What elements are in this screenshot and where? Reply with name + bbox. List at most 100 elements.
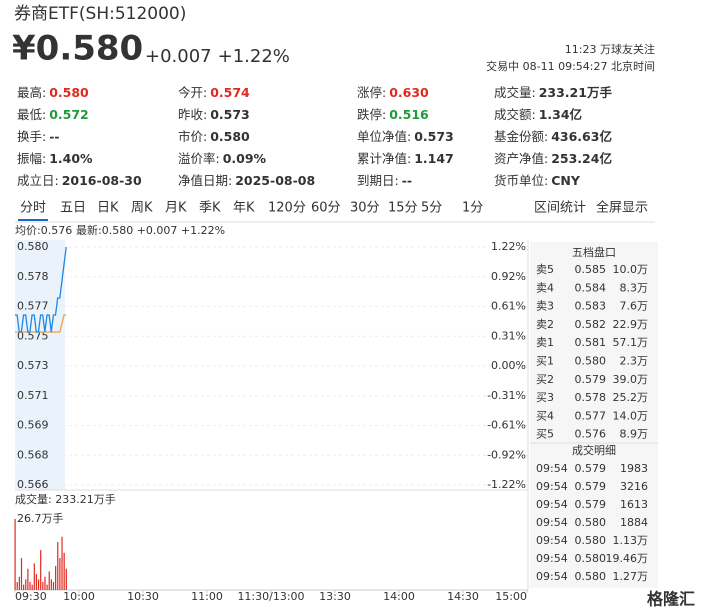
- price: ¥0.580: [12, 29, 143, 69]
- trade-volume: 1884: [620, 516, 648, 529]
- ob-price: 0.579: [575, 373, 607, 386]
- stat-label: 跌停:: [357, 107, 386, 122]
- ob-level: 卖1: [536, 336, 554, 349]
- stat-label: 单位净值:: [357, 129, 411, 144]
- trade-volume: 1.13万: [613, 534, 649, 547]
- trade-price: 0.580: [575, 516, 607, 529]
- stat-value: --: [402, 173, 412, 188]
- ob-price: 0.580: [575, 355, 607, 368]
- tab[interactable]: 周K: [131, 201, 153, 216]
- ob-volume: 25.2万: [613, 391, 649, 404]
- stat-value: CNY: [551, 173, 581, 188]
- y2-tick-label: 1.22%: [491, 240, 526, 253]
- volume-bar: [65, 568, 67, 590]
- change-value: +0.007: [145, 46, 212, 67]
- trade-time: 09:54: [536, 516, 568, 529]
- y2-tick-label: -1.22%: [487, 478, 526, 491]
- tab[interactable]: 年K: [233, 201, 255, 216]
- price-line: [15, 314, 67, 333]
- trade-time: 09:54: [536, 462, 568, 475]
- ob-level: 买4: [536, 409, 554, 422]
- x-tick-label: 14:30: [447, 590, 479, 603]
- stat-value: 0.580: [49, 85, 89, 100]
- y-tick-label: 0.571: [17, 389, 49, 402]
- stat: 资产净值: 253.24亿: [494, 151, 612, 166]
- stat-label: 到期日:: [357, 173, 399, 188]
- tab[interactable]: 5分: [421, 201, 442, 216]
- volume-bar: [48, 571, 50, 590]
- tab[interactable]: 30分: [350, 201, 380, 216]
- ob-price: 0.577: [575, 409, 607, 422]
- stat: 成交额: 1.34亿: [494, 107, 582, 122]
- stat-value: 0.630: [389, 85, 429, 100]
- link[interactable]: 区间统计: [534, 201, 586, 216]
- stat: 货币单位: CNY: [494, 173, 581, 188]
- stat-label: 货币单位:: [494, 173, 548, 188]
- stat: 累计净值: 1.147: [357, 151, 454, 166]
- trade-price: 0.579: [575, 462, 607, 475]
- trade-time: 09:54: [536, 552, 568, 565]
- tab[interactable]: 月K: [165, 201, 187, 216]
- tab[interactable]: 120分: [268, 201, 306, 216]
- tab[interactable]: 1分: [462, 201, 483, 216]
- stat: 到期日: --: [357, 173, 412, 188]
- volume-bar: [16, 582, 18, 590]
- ob-level: 买1: [536, 355, 554, 368]
- x-tick-label: 11:00: [191, 590, 223, 603]
- trade-price: 0.580: [575, 534, 607, 547]
- volume-bar: [46, 584, 48, 590]
- stat-value: 1.34亿: [539, 107, 582, 122]
- tab[interactable]: 季K: [199, 201, 221, 216]
- tab[interactable]: 分时: [20, 201, 46, 216]
- ob-price: 0.585: [575, 263, 607, 276]
- tab[interactable]: 60分: [311, 201, 341, 216]
- volume-bar: [31, 584, 33, 590]
- trade-volume: 19.46万: [606, 552, 649, 565]
- stat: 昨收: 0.573: [178, 107, 250, 122]
- stat-label: 资产净值:: [494, 151, 548, 166]
- ob-price: 0.583: [575, 300, 607, 313]
- stat: 单位净值: 0.573: [357, 129, 454, 144]
- stat: 市价: 0.580: [178, 129, 250, 144]
- ob-volume: 8.3万: [620, 281, 649, 294]
- volume-bar: [52, 582, 55, 590]
- stat-label: 涨停:: [357, 85, 386, 100]
- stat-label: 昨收:: [178, 107, 207, 122]
- x-tick-label: 15:00: [495, 590, 527, 603]
- ob-level: 卖2: [536, 318, 554, 331]
- y2-tick-label: -0.31%: [487, 389, 526, 402]
- session-shade: [15, 240, 65, 490]
- trade-volume: 1.27万: [613, 570, 649, 583]
- stat-value: 2016-08-30: [62, 173, 142, 188]
- x-tick-label: 14:00: [383, 590, 415, 603]
- stat: 换手: --: [17, 129, 60, 144]
- tab[interactable]: 五日: [60, 201, 86, 216]
- volume-bar: [33, 563, 35, 590]
- tab[interactable]: 15分: [388, 201, 418, 216]
- stat-value: 0.580: [210, 129, 250, 144]
- stat-label: 基金份额:: [494, 129, 548, 144]
- ob-volume: 10.0万: [613, 263, 649, 276]
- stat-value: 0.573: [210, 107, 250, 122]
- ob-volume: 8.9万: [620, 428, 649, 441]
- trade-time: 09:54: [536, 534, 568, 547]
- ob-volume: 39.0万: [613, 373, 649, 386]
- ob-level: 买3: [536, 391, 554, 404]
- link[interactable]: 全屏显示: [596, 200, 648, 216]
- volume-bar: [14, 519, 16, 590]
- volume-bar: [44, 576, 46, 590]
- y-tick-label: 0.580: [17, 240, 49, 253]
- y-tick-label: 0.573: [17, 359, 49, 372]
- ob-price: 0.578: [575, 391, 607, 404]
- trade-volume: 3216: [620, 480, 648, 493]
- tab[interactable]: 日K: [97, 201, 119, 216]
- stat-value: 0.09%: [223, 151, 267, 166]
- trade-price: 0.580: [575, 570, 607, 583]
- volume-bar: [20, 558, 23, 590]
- x-tick-label: 10:00: [63, 590, 95, 603]
- stat-label: 最低:: [17, 107, 46, 122]
- side-panel: [530, 242, 658, 588]
- y-tick-label: 0.577: [17, 300, 49, 313]
- volume-bar: [18, 576, 20, 590]
